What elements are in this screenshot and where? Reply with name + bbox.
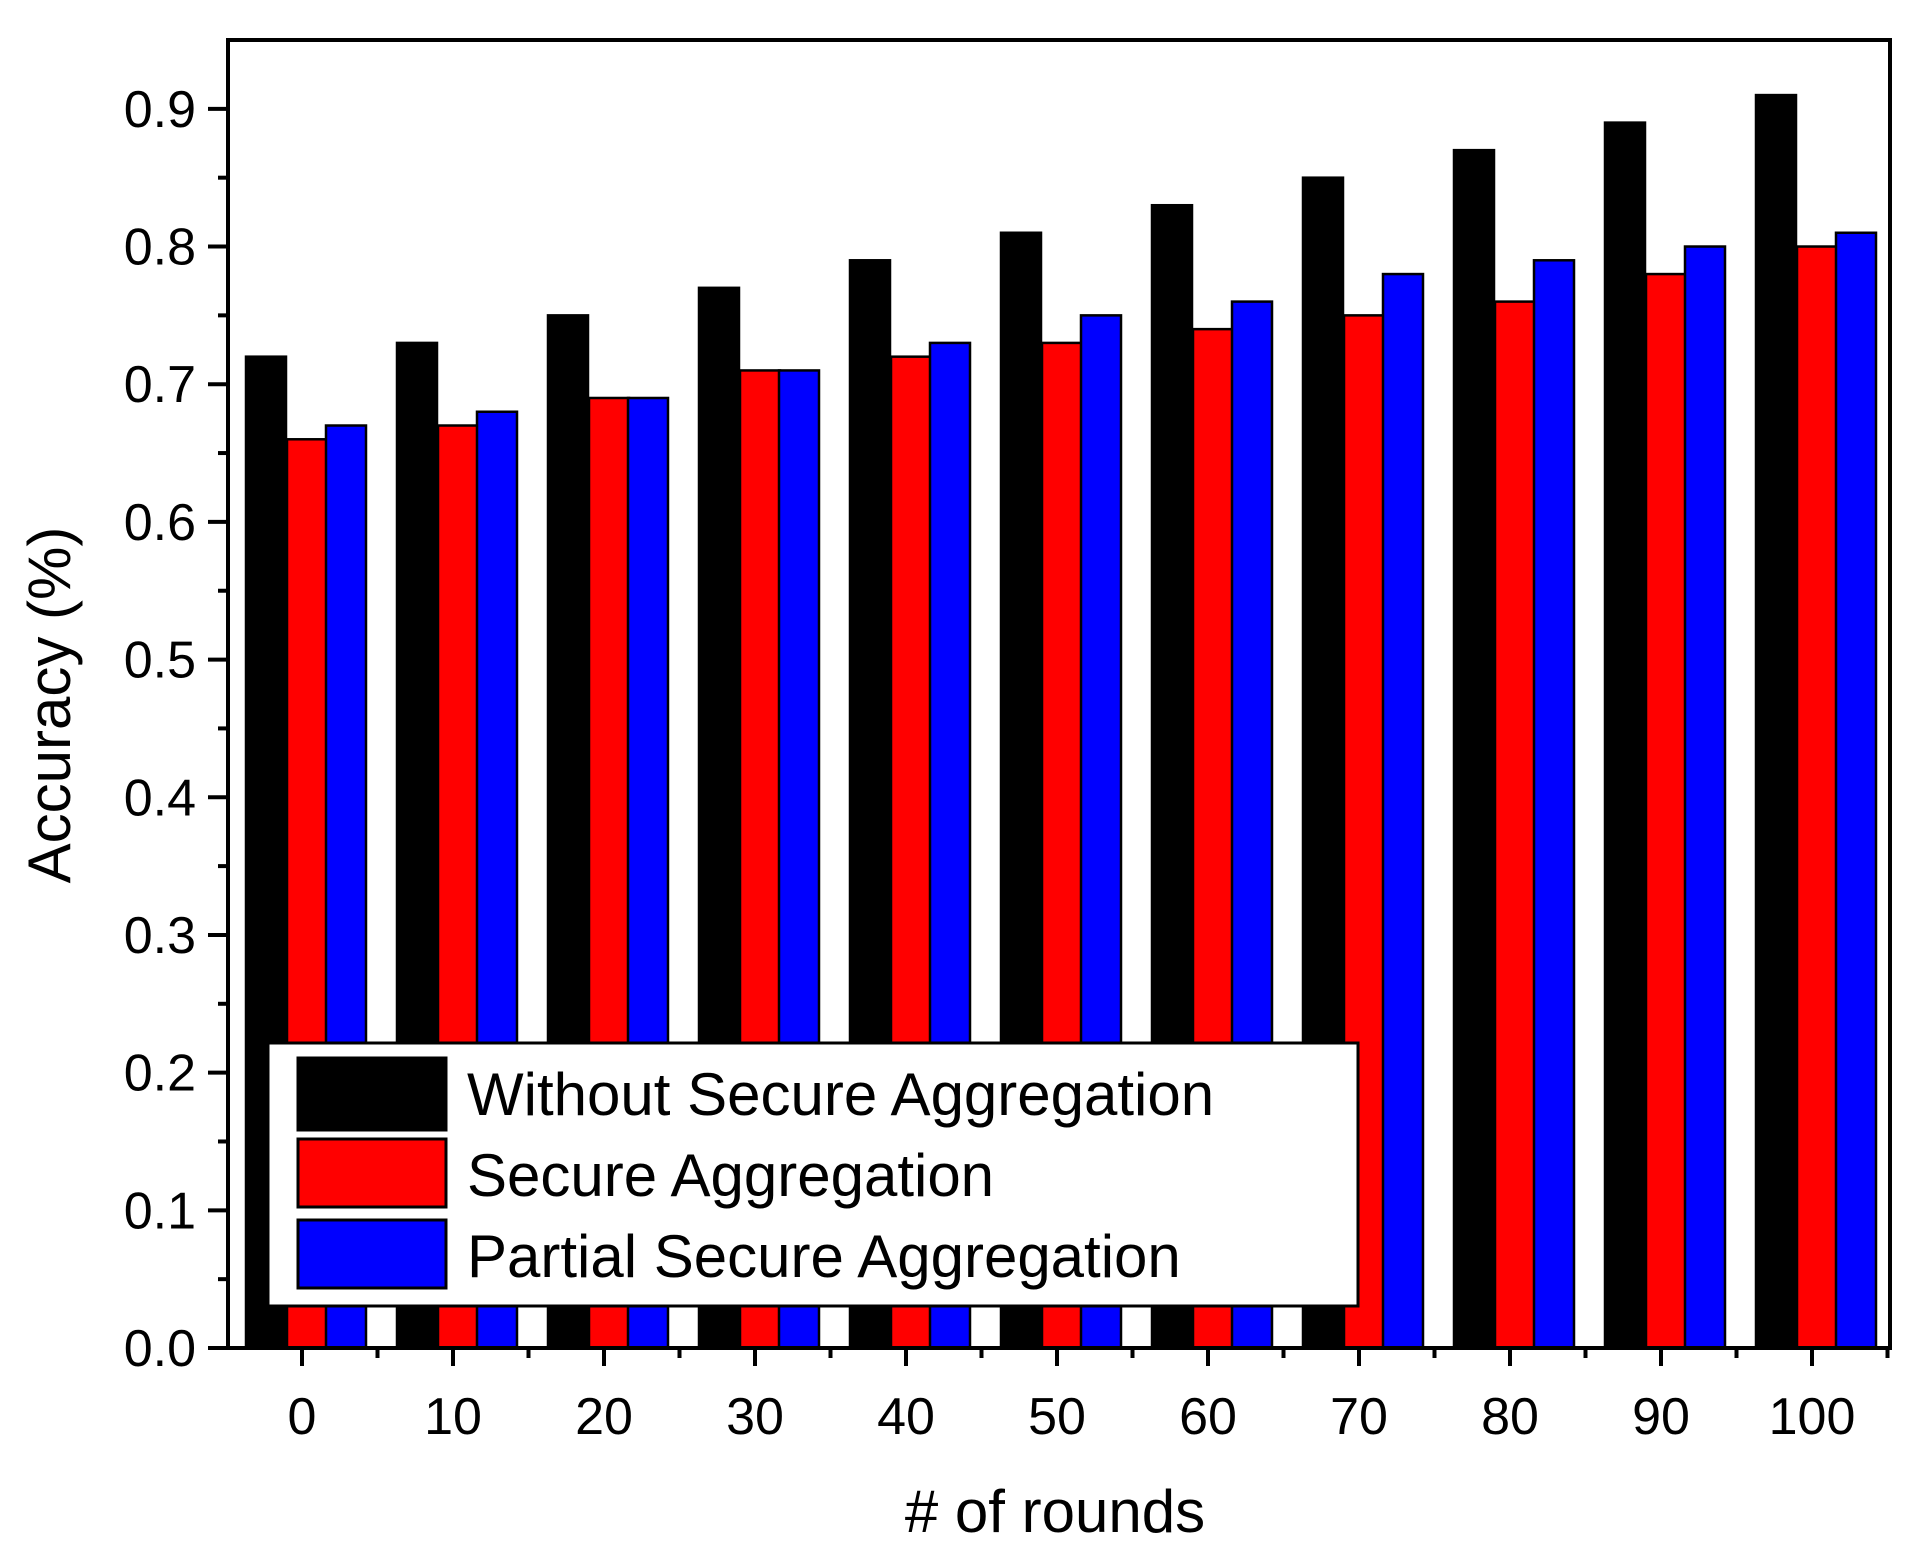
legend: Without Secure Aggregation Secure Aggrega…: [266, 1041, 1360, 1308]
y-tick-label: 0.8: [124, 219, 196, 277]
x-tick-label: 10: [424, 1388, 482, 1446]
legend-label: Without Secure Aggregation: [467, 1061, 1214, 1128]
legend-swatch-partial-secure-aggregation: [296, 1218, 448, 1290]
x-tick-label: 90: [1632, 1388, 1690, 1446]
legend-swatch-secure-aggregation: [296, 1137, 448, 1209]
bar-without-secure-aggregation-100: [1754, 93, 1798, 1350]
bar-without-secure-aggregation-0: [244, 355, 288, 1350]
y-tick-label: 0.0: [124, 1320, 196, 1378]
x-axis-title: # of rounds: [905, 1478, 1205, 1542]
bar-without-secure-aggregation-90: [1603, 121, 1647, 1350]
legend-label: Secure Aggregation: [467, 1142, 994, 1209]
y-tick-label: 0.9: [124, 81, 196, 139]
x-tick-label: 20: [575, 1388, 633, 1446]
x-tick-label: 70: [1330, 1388, 1388, 1446]
bar-partial-secure-aggregation-100: [1834, 231, 1878, 1350]
bar-secure-aggregation-80: [1493, 300, 1537, 1350]
x-tick-label: 50: [1028, 1388, 1086, 1446]
y-tick-label: 0.6: [124, 494, 196, 552]
y-tick-label: 0.2: [124, 1045, 196, 1103]
y-tick-label: 0.7: [124, 356, 196, 414]
bar-partial-secure-aggregation-90: [1683, 245, 1727, 1350]
bar-secure-aggregation-90: [1644, 272, 1688, 1350]
x-tick-label: 30: [726, 1388, 784, 1446]
x-tick-label: 100: [1769, 1388, 1856, 1446]
y-tick-label: 0.4: [124, 769, 196, 827]
bar-partial-secure-aggregation-80: [1532, 259, 1576, 1350]
bar-without-secure-aggregation-80: [1452, 148, 1496, 1350]
y-axis-title: Accuracy (%): [16, 527, 83, 884]
x-tick-label: 80: [1481, 1388, 1539, 1446]
x-tick-label: 60: [1179, 1388, 1237, 1446]
y-tick-label: 0.3: [124, 907, 196, 965]
bar-partial-secure-aggregation-70: [1381, 272, 1425, 1350]
bar-secure-aggregation-100: [1795, 245, 1839, 1350]
x-tick-label: 40: [877, 1388, 935, 1446]
legend-box: [266, 1041, 1360, 1308]
ticks-layer: 0.0 0.1 0.2 0.3 0.4 0.5 0.6 0.7 0.8 0.9 0 10 20 30 40 5…: [124, 81, 1890, 1446]
legend-label: Partial Secure Aggregation: [467, 1223, 1181, 1290]
legend-swatch-without-secure-aggregation: [296, 1056, 448, 1132]
x-tick-label: 0: [288, 1388, 317, 1446]
y-tick-label: 0.1: [124, 1182, 196, 1240]
y-tick-label: 0.5: [124, 632, 196, 690]
